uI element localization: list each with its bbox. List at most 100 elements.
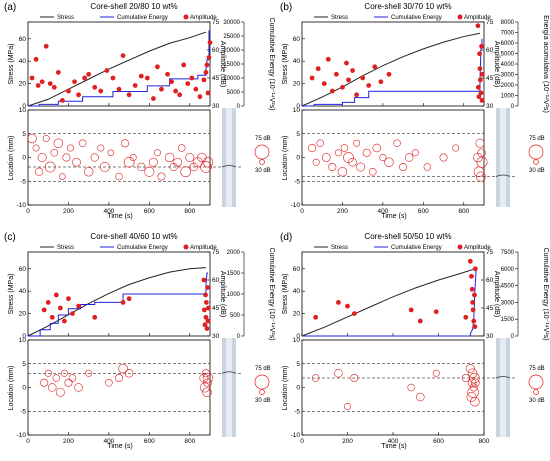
amplitude-tick-label: 45: [486, 75, 494, 82]
location-event: [321, 153, 331, 162]
location-tick-label: 5: [296, 361, 300, 368]
energy-tick-label: 20000: [223, 48, 240, 54]
amplitude-point: [463, 314, 469, 320]
size-legend-small-circle: [533, 389, 539, 395]
energy-tick-label: 1500: [501, 317, 515, 323]
amplitude-tick-label: 75: [486, 19, 494, 26]
location-event: [144, 166, 155, 177]
legend-stress-label: Stress: [331, 15, 348, 21]
x-tick-label: 800: [458, 208, 469, 215]
location-event: [115, 172, 123, 181]
amplitude-point: [189, 75, 195, 81]
specimen-fracture-mark: [221, 165, 237, 168]
location-event: [465, 363, 475, 373]
specimen-highlight: [500, 338, 506, 437]
energy-tick-label: 2000: [227, 250, 241, 256]
location-tick-label: -10: [17, 202, 27, 209]
stress-series-line: [27, 31, 207, 107]
energy-tick-label: 2000: [501, 83, 515, 89]
amplitude-point: [378, 79, 384, 85]
amplitude-point: [478, 90, 484, 96]
energy-tick-label: 8000: [501, 20, 515, 26]
amplitude-point: [205, 305, 211, 311]
amplitude-point: [470, 307, 476, 313]
stress-series-line: [301, 268, 476, 337]
time-axis-label: Time (s): [381, 443, 406, 450]
location-tick-label: 0: [296, 155, 300, 162]
stress-tick-label: 40: [293, 58, 301, 65]
size-legend-small-circle: [533, 159, 539, 165]
energy-tick-label: 5000: [501, 52, 515, 58]
amplitude-point: [469, 286, 475, 292]
location-event: [180, 166, 192, 178]
location-tick-label: -10: [291, 202, 301, 209]
location-event: [199, 382, 210, 393]
panel-letter: (b): [280, 2, 292, 13]
amplitude-point: [150, 96, 156, 101]
amplitude-point: [340, 84, 345, 90]
time-axis-label: Time (s): [107, 213, 132, 220]
panel-title: Core-shell 40/60 10 wt%: [90, 232, 177, 241]
location-event: [411, 149, 419, 157]
stress-axis-label: Stress (MPa): [282, 274, 289, 315]
amplitude-tick-label: 30: [486, 333, 494, 340]
amplitude-point: [205, 90, 211, 96]
energy-tick-label: 0: [511, 104, 515, 110]
amplitude-point: [477, 51, 482, 57]
location-event: [40, 378, 49, 387]
location-event: [97, 144, 105, 152]
stress-axis-label: Stress (MPa): [282, 44, 289, 85]
amplitude-point: [126, 296, 132, 302]
size-legend-top: 75 dB: [529, 136, 545, 142]
amplitude-point: [203, 70, 209, 75]
location-event: [477, 148, 486, 158]
energy-tick-label: 0: [237, 104, 241, 110]
x-tick-label: 200: [63, 208, 74, 215]
location-event: [123, 156, 135, 168]
location-event: [312, 158, 320, 166]
energy-tick-label: 1500: [227, 271, 241, 277]
location-event: [129, 153, 137, 162]
energy-tick-label: 0: [511, 334, 515, 340]
amplitude-point: [467, 258, 473, 264]
amplitude-point: [325, 56, 331, 62]
location-event: [118, 363, 128, 374]
amplitude-point: [475, 84, 481, 90]
location-event: [416, 392, 425, 402]
amplitude-tick-label: 30: [486, 103, 494, 110]
bottom-plot-frame: [301, 339, 485, 436]
specimen-fracture-mark: [495, 376, 511, 379]
stress-tick-label: 0: [22, 103, 26, 110]
x-tick-label: 400: [377, 208, 388, 215]
energy-tick-label: 4500: [501, 284, 515, 290]
location-event: [340, 144, 349, 152]
size-legend-small-circle: [259, 389, 265, 395]
size-legend-small-circle: [259, 159, 265, 165]
amplitude-tick-label: 60: [212, 47, 220, 54]
amplitude-point: [204, 326, 210, 331]
amplitude-point: [203, 300, 209, 305]
x-tick-label: 600: [144, 438, 155, 445]
legend-amplitude-marker: [183, 244, 189, 250]
location-event: [467, 386, 479, 398]
legend-amplitude-marker: [457, 14, 463, 20]
amplitude-point: [173, 88, 179, 94]
location-event: [337, 167, 348, 177]
x-tick-label: 0: [300, 208, 304, 215]
amplitude-point: [70, 311, 75, 316]
stress-tick-label: 20: [19, 81, 27, 88]
stress-tick-label: 0: [296, 103, 300, 110]
amplitude-point: [479, 71, 485, 77]
panel-a: (a) Core-shell 20/80 10 wt% Stress Cumul…: [4, 2, 275, 220]
location-event: [353, 139, 361, 147]
location-event: [202, 387, 212, 397]
specimen-highlight: [226, 108, 232, 207]
energy-tick-label: 3000: [501, 300, 515, 306]
specimen-fracture-mark: [221, 371, 237, 374]
amplitude-point: [29, 75, 35, 81]
amplitude-point: [205, 318, 211, 324]
location-event: [372, 143, 382, 153]
amplitude-point: [116, 86, 122, 92]
location-event: [177, 144, 186, 152]
